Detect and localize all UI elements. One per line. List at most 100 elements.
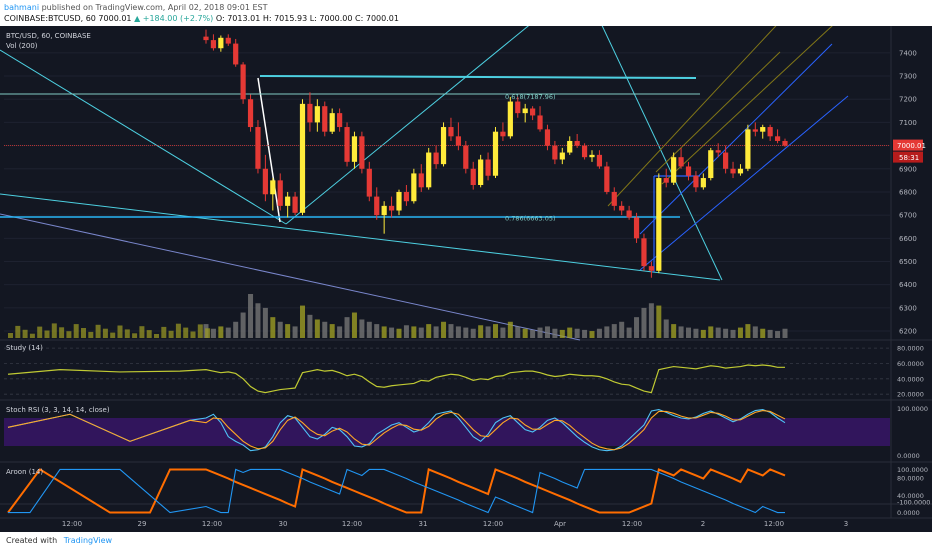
volume-bar: [537, 327, 543, 338]
volume-bar: [418, 327, 424, 338]
volume-bar: [700, 329, 706, 338]
candle-body: [760, 127, 766, 132]
stoch-tick-label: 100.0000: [897, 405, 928, 413]
volume-bar: [730, 329, 736, 338]
volume-bar: [15, 325, 21, 338]
volume-bar: [233, 321, 239, 338]
aroon-tick-label: 40.0000: [897, 492, 924, 500]
volume-bar: [292, 326, 298, 338]
candle-body: [344, 127, 350, 162]
volume-bar: [146, 330, 152, 338]
volume-bar: [745, 324, 751, 338]
volume-bar: [663, 319, 669, 338]
volume-bar: [381, 326, 387, 338]
volume-bar: [359, 319, 365, 338]
volume-bar: [463, 327, 469, 338]
volume-bar: [240, 312, 246, 338]
aroon-up-line: [7, 468, 786, 514]
candle-body: [299, 103, 306, 213]
trendline: [601, 26, 723, 281]
volume-bar: [81, 328, 86, 338]
candle-body: [619, 205, 625, 211]
volume-bar: [51, 323, 57, 338]
candle-body: [285, 196, 291, 206]
volume-bar: [37, 326, 43, 338]
candle-body: [388, 205, 395, 211]
candle-body: [366, 168, 372, 197]
volume-bar: [426, 324, 432, 338]
time-tick-label: 12:00: [342, 520, 362, 528]
chart-canvas[interactable]: 6200630064006500660067006800690070007100…: [0, 26, 932, 532]
volume-bar: [29, 333, 35, 338]
volume-bar: [656, 305, 662, 338]
candle-body: [671, 157, 677, 183]
author-link[interactable]: bahmani: [4, 3, 40, 12]
volume-bar: [175, 323, 181, 338]
candle-body: [515, 101, 521, 114]
candle-body: [774, 136, 781, 141]
volume-bar: [329, 324, 335, 338]
candle-body: [247, 99, 254, 128]
volume-bar: [285, 324, 291, 338]
candle-body: [708, 150, 714, 179]
volume-bar: [455, 326, 461, 338]
volume-bar: [314, 319, 320, 338]
study-tick-label: 60.0000: [897, 360, 924, 368]
candle-body: [552, 145, 558, 160]
study-tick-label: 20.0000: [897, 391, 924, 399]
countdown-tag-label: 58:31: [899, 154, 919, 162]
trendline: [607, 26, 777, 207]
volume-bar: [634, 317, 640, 338]
volume-bar: [277, 321, 283, 338]
resistance-line: [259, 75, 697, 79]
candle-body: [233, 43, 239, 65]
volume-bar: [225, 327, 231, 338]
candle-body: [745, 129, 751, 169]
volume-bar: [723, 328, 729, 338]
fib-level-label: 0.786(6663.05): [505, 215, 556, 223]
publish-info: published on TradingView.com, April 02, …: [41, 3, 268, 12]
candle-body: [500, 131, 506, 137]
candle-body: [737, 168, 744, 174]
candle-body: [589, 154, 595, 158]
candle-body: [723, 152, 729, 169]
candle-body: [611, 191, 617, 206]
tradingview-logo-link[interactable]: TradingView: [63, 536, 113, 545]
volume-bar: [760, 328, 766, 338]
aroon-tick-label: 100.0000: [897, 466, 928, 474]
candle-body: [715, 150, 721, 153]
candle-body: [381, 205, 387, 216]
volume-bar: [767, 329, 773, 338]
candle-body: [730, 168, 736, 174]
time-tick-label: Apr: [554, 520, 566, 528]
candle-body: [767, 127, 773, 137]
aroon-tick-label: 80.0000: [897, 475, 924, 483]
volume-bar: [95, 324, 101, 338]
candle-body: [478, 159, 484, 185]
candle-body: [522, 108, 528, 114]
candle-body: [626, 210, 632, 218]
volume-bar: [507, 321, 513, 338]
impulse-line: [257, 77, 281, 223]
candle-body: [663, 178, 669, 183]
candle-body: [581, 145, 588, 158]
trendline: [639, 95, 849, 271]
publish-header: bahmani published on TradingView.com, Ap…: [0, 0, 932, 26]
last-price-tag: [893, 139, 923, 151]
volume-bar: [775, 331, 781, 338]
time-tick-label: 2: [701, 520, 705, 528]
volume-bar: [686, 327, 691, 338]
candle-body: [411, 173, 417, 202]
price-tick-label: 6600: [899, 235, 917, 243]
candle-body: [396, 191, 402, 211]
study-line: [7, 364, 785, 394]
volume-bar: [752, 326, 758, 338]
aroon-tick-label: 0.0000: [897, 509, 920, 517]
price-tick-label: 6200: [899, 328, 917, 336]
candle-body: [604, 166, 610, 192]
last-price-tag-label: 7000.01: [897, 142, 926, 150]
volume-bar: [626, 327, 632, 338]
last-price: 7000.01: [98, 14, 132, 23]
quote-line: COINBASE:BTCUSD, 60 7000.01 ▲ +184.00 (+…: [4, 14, 399, 23]
volume-bar: [255, 303, 261, 338]
